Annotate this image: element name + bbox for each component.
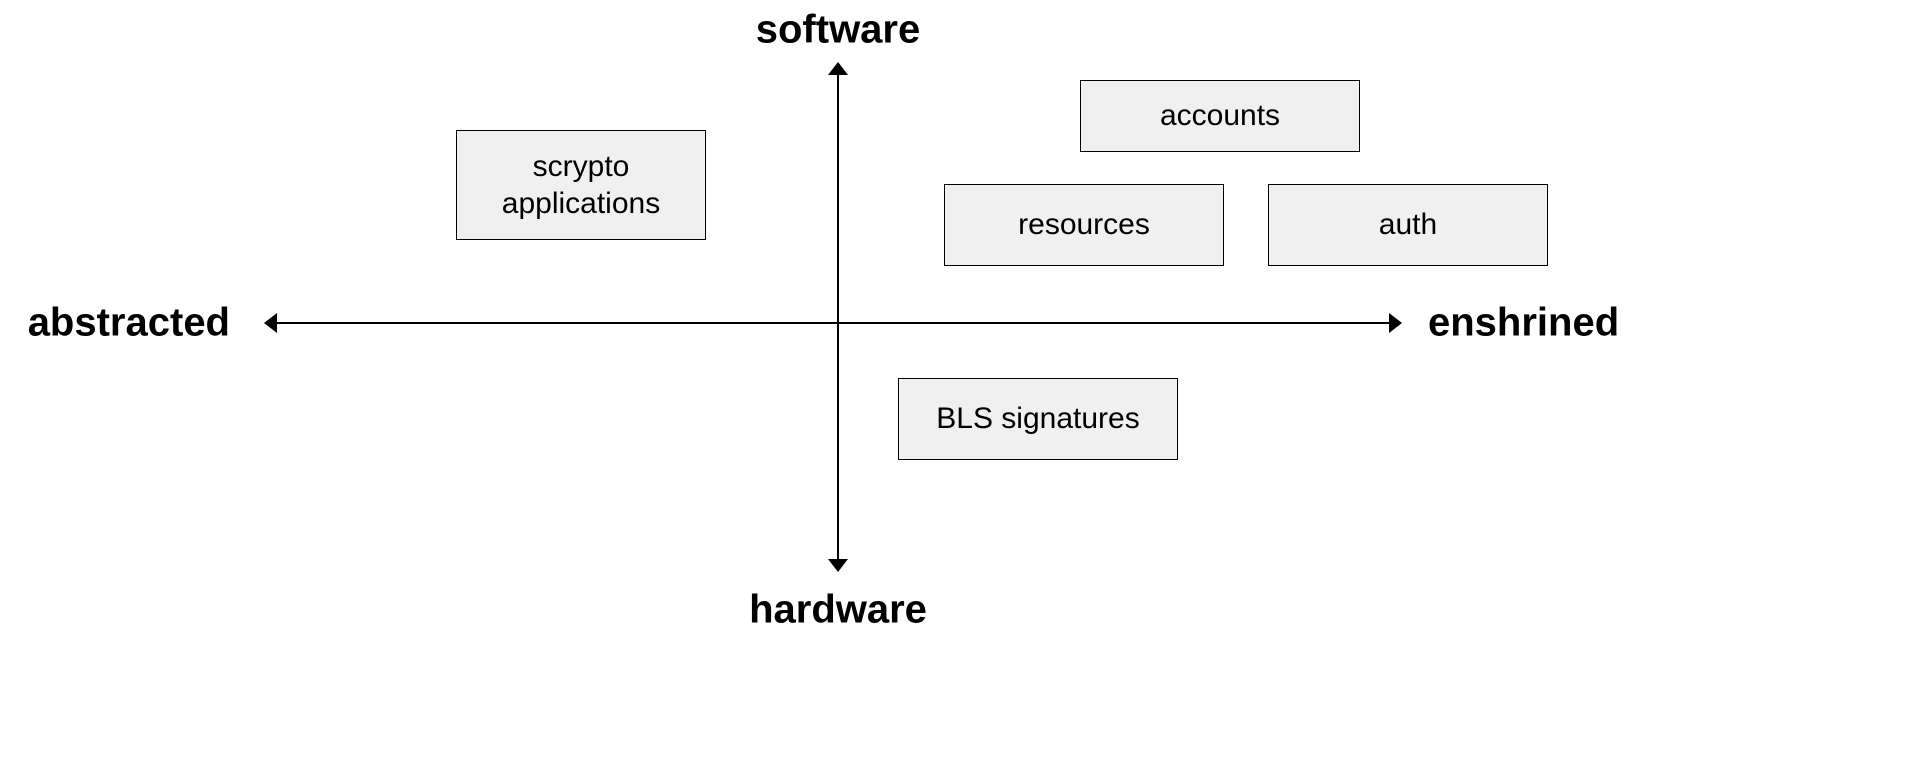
axis-label-left: abstracted [0,301,230,346]
arrow-down [828,559,848,572]
node-auth: auth [1268,184,1548,266]
axis-vertical [837,72,839,560]
node-label: auth [1379,206,1437,244]
axis-label-top: software [756,8,921,53]
node-bls-signatures: BLS signatures [898,378,1178,460]
axis-horizontal [274,322,1390,324]
arrow-right [1389,313,1402,333]
node-resources: resources [944,184,1224,266]
arrow-left [264,313,277,333]
axis-label-right-text: enshrined [1428,301,1619,345]
axis-label-right: enshrined [1428,301,1619,346]
axis-label-top-text: software [756,8,921,52]
node-label: BLS signatures [936,400,1139,438]
node-label: resources [1018,206,1150,244]
node-label: accounts [1160,97,1280,135]
arrow-up [828,62,848,75]
axis-label-bottom: hardware [749,588,927,633]
axis-label-bottom-text: hardware [749,588,927,632]
axis-label-left-text: abstracted [28,301,230,345]
node-label: scryptoapplications [502,148,660,223]
node-accounts: accounts [1080,80,1360,152]
node-scrypto-applications: scryptoapplications [456,130,706,240]
